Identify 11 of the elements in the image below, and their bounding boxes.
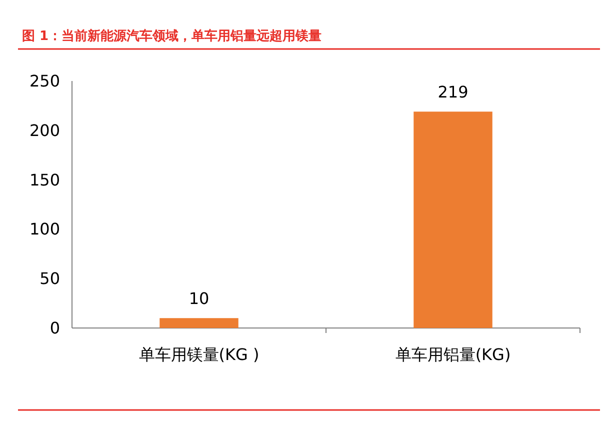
x-tick-label: 单车用铝量(KG) — [395, 345, 511, 364]
y-tick-label: 150 — [29, 170, 60, 190]
x-tick-label: 单车用镁量(KG ) — [138, 345, 260, 364]
y-tick-label: 250 — [29, 72, 60, 90]
y-tick-label: 100 — [29, 220, 60, 239]
data-label: 219 — [438, 82, 468, 102]
y-tick-label: 50 — [40, 269, 60, 288]
data-label: 10 — [188, 289, 210, 308]
y-tick-label: 0 — [50, 318, 60, 338]
chart-title: 图 1：当前新能源汽车领域，单车用铝量远超用镁量 — [22, 28, 322, 44]
y-tick-label: 200 — [29, 120, 60, 140]
